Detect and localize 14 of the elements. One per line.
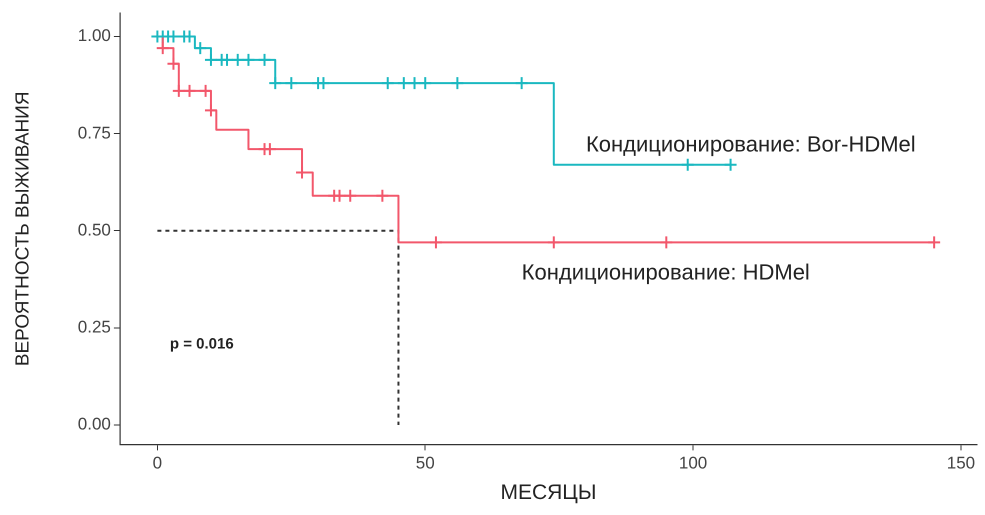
y-tick-label: 1.00 (78, 26, 111, 46)
y-tick-label: 0.25 (78, 318, 111, 337)
annotation: p = 0.016 (170, 336, 234, 353)
y-tick-label: 0.75 (78, 123, 111, 142)
series-label: Кондиционирование: HDMel (522, 260, 810, 285)
x-tick-label: 100 (678, 453, 708, 472)
x-tick-label: 0 (152, 453, 162, 472)
x-tick-label: 150 (946, 453, 976, 472)
y-tick-label: 0.50 (78, 220, 111, 240)
x-tick-label: 50 (416, 453, 435, 472)
y-axis-title: ВЕРОЯТНОСТЬ ВЫЖИВАНИЯ (12, 91, 34, 366)
x-axis-title: МЕСЯЦЫ (500, 481, 596, 504)
y-tick-label: 0.00 (78, 414, 111, 434)
series-label: Кондиционирование: Bor-HDMel (586, 131, 916, 156)
